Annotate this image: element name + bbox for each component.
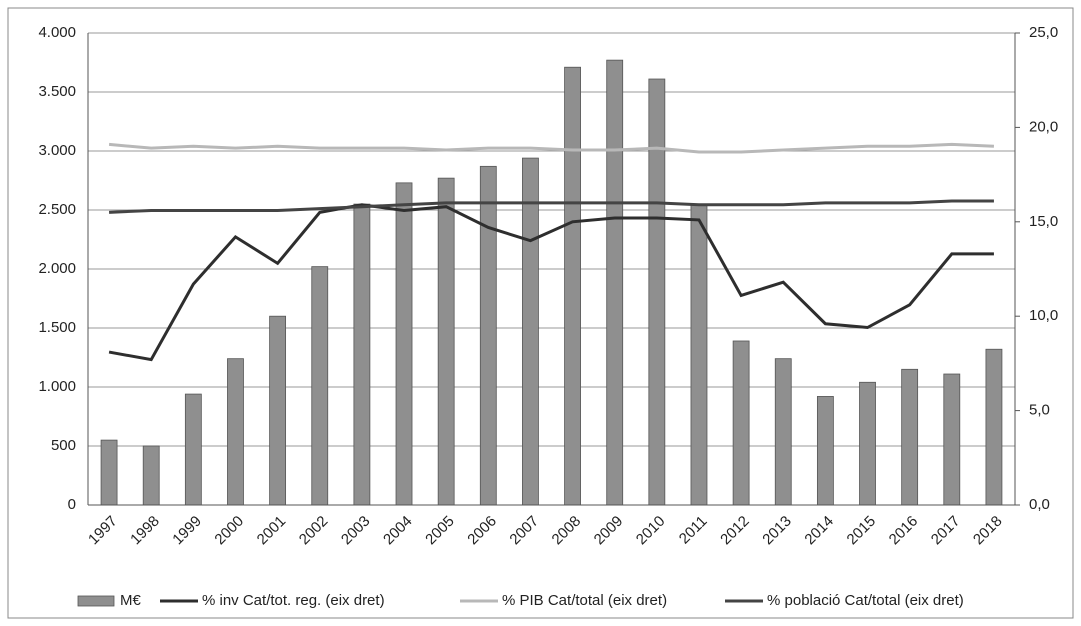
bar [901,368,919,506]
y-tick-label: 500 [51,437,76,454]
bar [816,396,834,506]
y2-tick-label: 25,0 [1029,24,1058,41]
bar [985,348,1003,506]
legend-swatch [77,595,115,607]
line [108,203,994,362]
bar [732,340,750,506]
bar [859,381,876,506]
bar [395,182,413,506]
bar [353,203,371,506]
bar [943,373,961,506]
bar [690,203,708,506]
bar [142,445,160,506]
bar [774,358,792,506]
legend-label: % inv Cat/tot. reg. (eix dret) [202,592,385,609]
bar [437,177,455,506]
bar [479,165,497,506]
y2-tick-label: 5,0 [1029,402,1050,419]
y-tick-label: 1.000 [38,378,76,395]
bar [606,59,624,506]
legend-label: % població Cat/total (eix dret) [767,592,964,609]
bar [269,315,287,506]
y2-tick-label: 10,0 [1029,307,1058,324]
y-tick-label: 3.500 [38,83,76,100]
bar [227,358,244,506]
bar [100,439,118,506]
bar [564,66,581,506]
y2-tick-label: 20,0 [1029,118,1058,135]
y-tick-label: 0 [68,496,76,513]
line [108,142,994,154]
y2-tick-label: 15,0 [1029,213,1058,230]
legend-label: % PIB Cat/total (eix dret) [502,592,667,609]
bar [522,157,539,506]
legend-label: M€ [120,592,141,609]
bar [311,266,329,506]
y-tick-label: 4.000 [38,24,76,41]
y-tick-label: 1.500 [38,319,76,336]
bar [184,393,202,506]
y-tick-label: 3.000 [38,142,76,159]
y-tick-label: 2.000 [38,260,76,277]
line [109,199,994,214]
y2-tick-label: 0,0 [1029,496,1050,513]
bar [648,78,666,506]
y-tick-label: 2.500 [38,201,76,218]
